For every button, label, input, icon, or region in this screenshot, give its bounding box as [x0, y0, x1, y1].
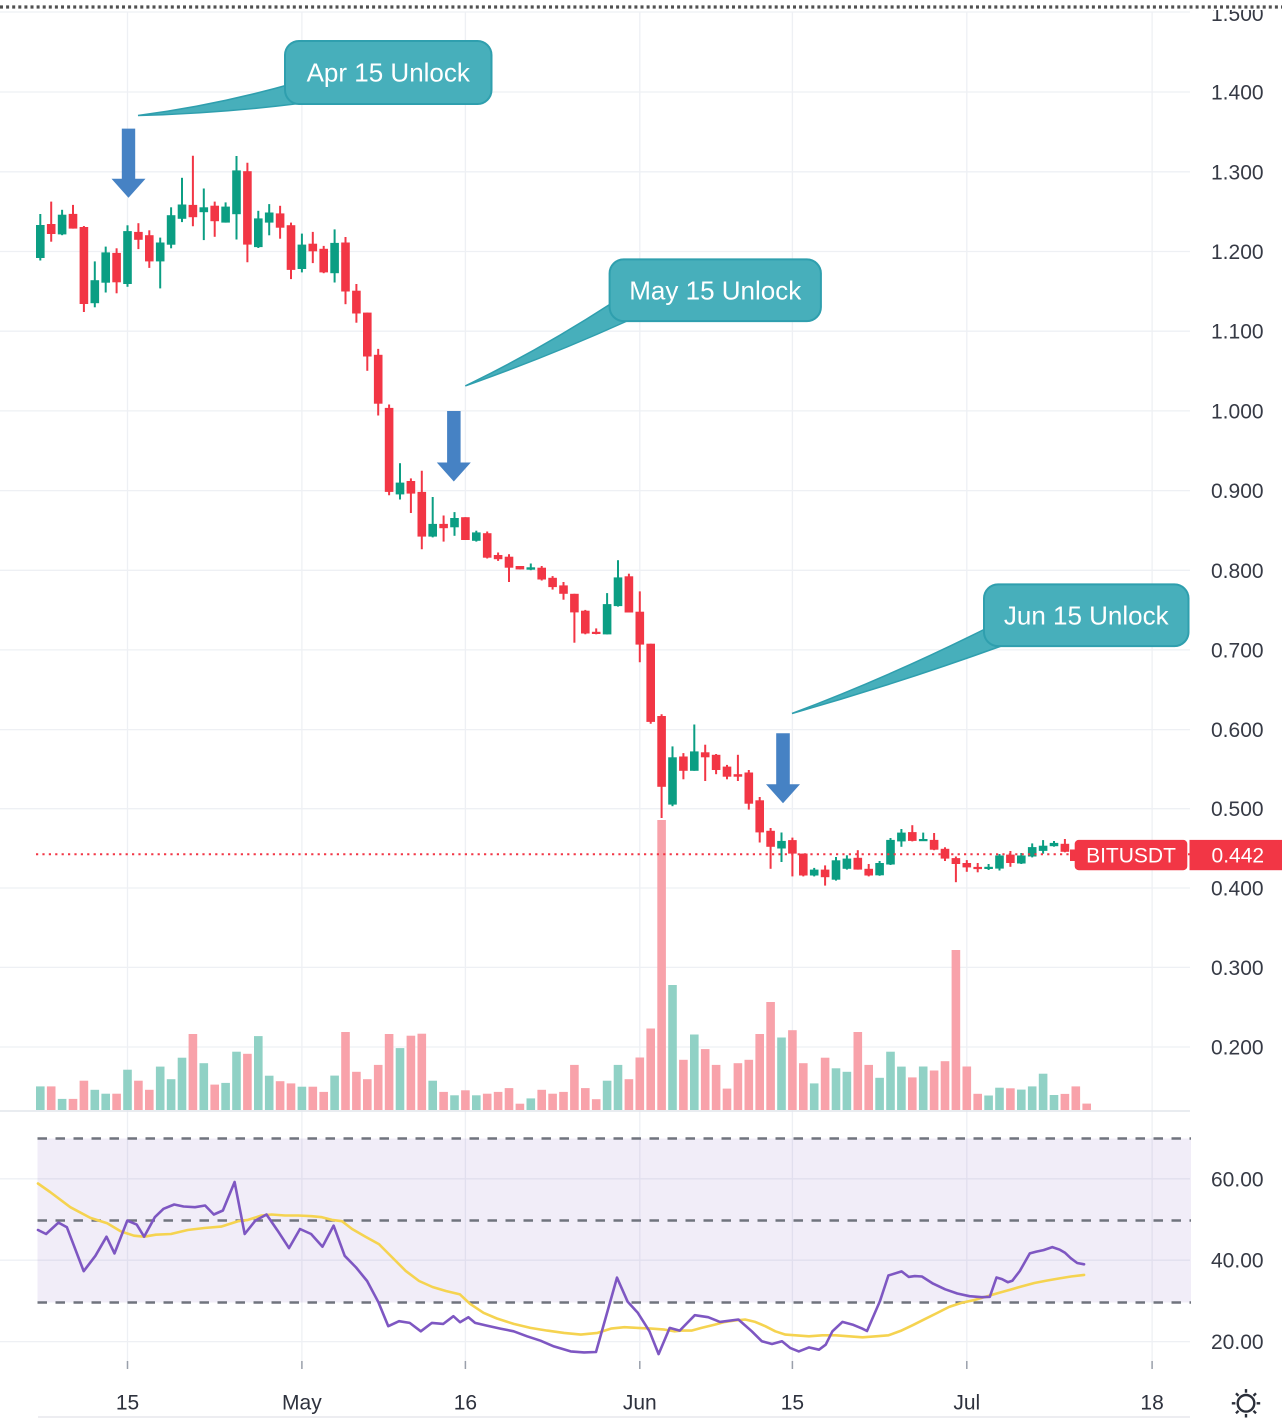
- svg-text:0.400: 0.400: [1211, 878, 1264, 901]
- svg-text:0.600: 0.600: [1211, 719, 1264, 742]
- svg-text:16: 16: [454, 1392, 477, 1415]
- svg-text:1.100: 1.100: [1211, 321, 1264, 344]
- svg-text:Jun: Jun: [623, 1392, 657, 1415]
- svg-text:18: 18: [1140, 1392, 1163, 1415]
- svg-text:BITUSDT: BITUSDT: [1086, 845, 1176, 868]
- svg-text:0.200: 0.200: [1211, 1037, 1264, 1060]
- svg-text:Jun 15 Unlock: Jun 15 Unlock: [1004, 600, 1170, 630]
- svg-text:0.900: 0.900: [1211, 480, 1264, 503]
- svg-text:15: 15: [116, 1392, 139, 1415]
- svg-text:0.500: 0.500: [1211, 798, 1264, 821]
- svg-text:0.300: 0.300: [1211, 957, 1264, 980]
- svg-text:60.00: 60.00: [1211, 1168, 1264, 1191]
- svg-text:0.442: 0.442: [1212, 845, 1265, 868]
- svg-text:0.700: 0.700: [1211, 639, 1264, 662]
- svg-text:May: May: [282, 1392, 322, 1415]
- svg-text:1.300: 1.300: [1211, 161, 1264, 184]
- svg-text:40.00: 40.00: [1211, 1250, 1264, 1273]
- svg-text:1.200: 1.200: [1211, 241, 1264, 264]
- svg-text:Jul: Jul: [953, 1392, 980, 1415]
- svg-text:May 15 Unlock: May 15 Unlock: [629, 275, 802, 305]
- svg-text:Apr 15 Unlock: Apr 15 Unlock: [307, 58, 471, 88]
- svg-text:1.400: 1.400: [1211, 82, 1264, 105]
- svg-text:0.800: 0.800: [1211, 560, 1264, 583]
- svg-text:15: 15: [781, 1392, 804, 1415]
- svg-text:1.000: 1.000: [1211, 400, 1264, 423]
- svg-text:20.00: 20.00: [1211, 1331, 1264, 1354]
